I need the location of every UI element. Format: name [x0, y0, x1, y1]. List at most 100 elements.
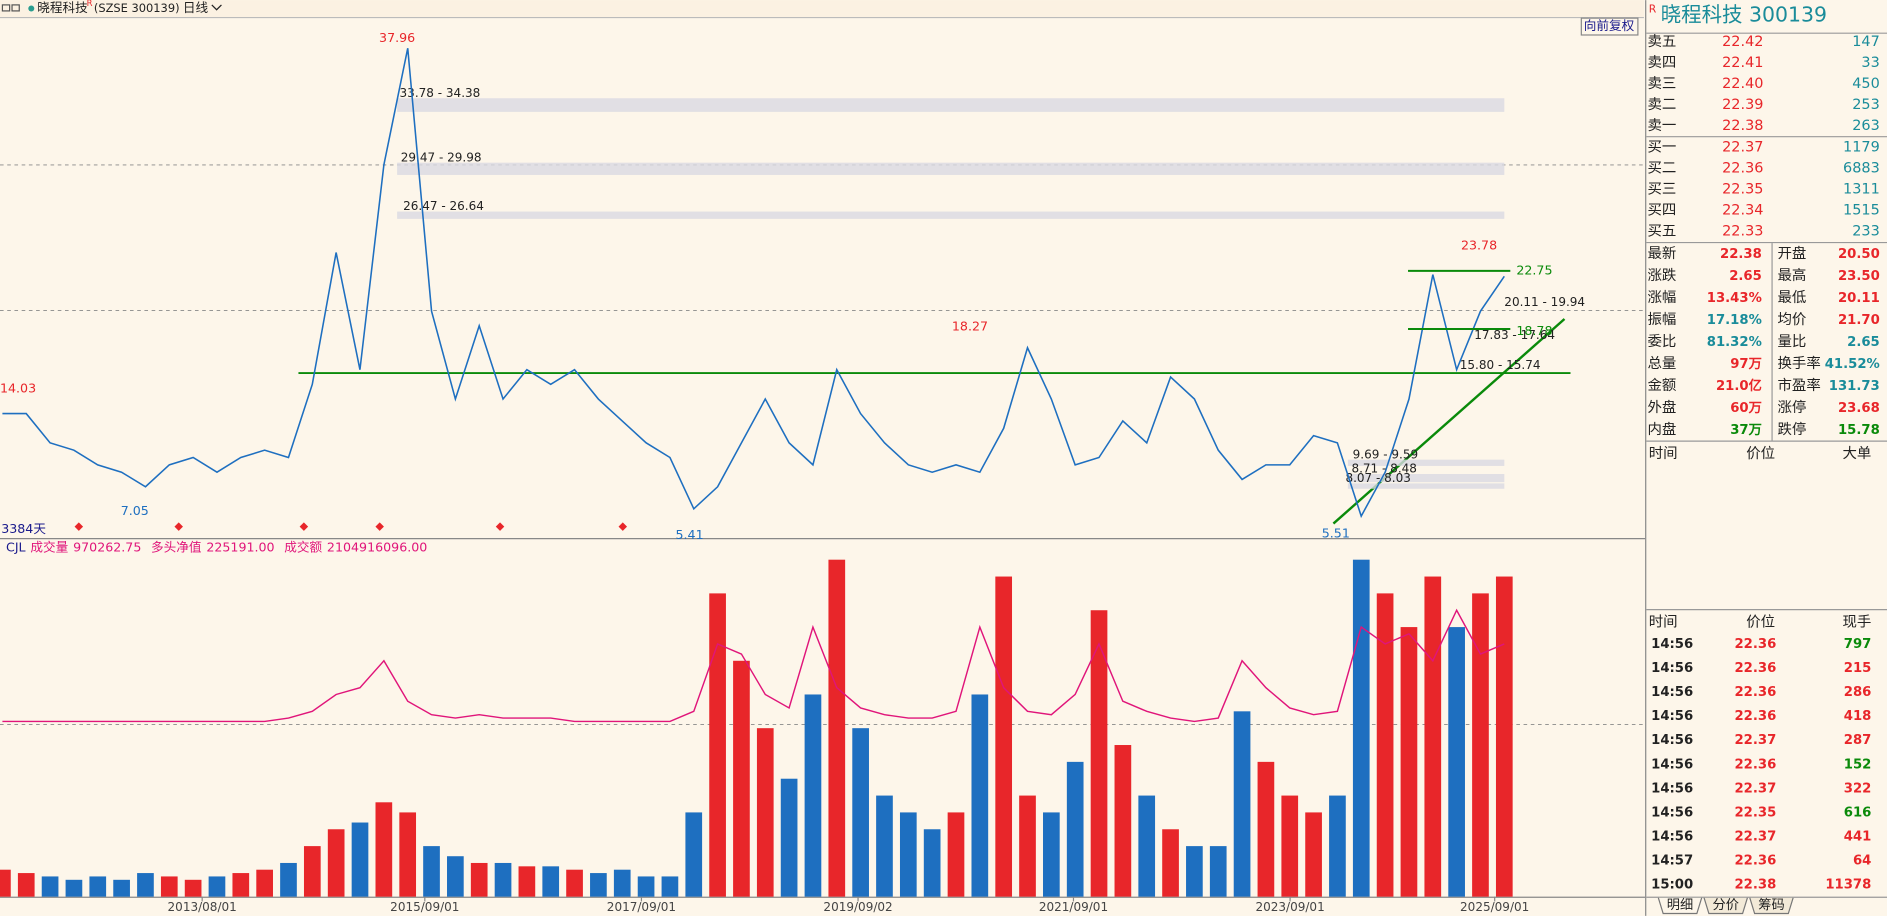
range-band — [397, 211, 1505, 219]
status-dot — [28, 5, 35, 12]
stat-label: 外盘 — [1648, 398, 1677, 416]
trade-volume: 152 — [1844, 757, 1872, 772]
trade-time: 14:57 — [1651, 854, 1693, 869]
order-label: 买一 — [1648, 139, 1677, 156]
order-volume: 1515 — [1843, 202, 1880, 218]
trade-volume: 11378 — [1825, 878, 1871, 893]
volume-bar — [1186, 846, 1203, 897]
icon[interactable] — [11, 4, 20, 12]
range-label: 29.47 - 29.98 — [401, 150, 482, 164]
tab[interactable] — [1749, 897, 1794, 915]
range-label: 20.11 - 19.94 — [1504, 295, 1585, 309]
order-volume: 263 — [1852, 118, 1880, 134]
x-tick-label: 2021/09/01 — [1039, 900, 1108, 914]
range-band — [1347, 483, 1505, 489]
volume-bar — [1472, 593, 1489, 897]
volume-bar — [1352, 559, 1370, 897]
toolbar — [0, 0, 1644, 17]
order-volume: 233 — [1852, 223, 1880, 239]
order-volume: 1179 — [1843, 140, 1880, 156]
trade-time: 14:56 — [1651, 661, 1693, 676]
volume-bar — [1066, 761, 1084, 897]
stat-value: 13.43% — [1707, 291, 1762, 306]
tab[interactable] — [1703, 897, 1748, 915]
stat-value: 97万 — [1730, 356, 1762, 372]
trade-time: 14:56 — [1651, 781, 1693, 796]
volume-bar — [1233, 711, 1251, 897]
stat-value: 15.78 — [1838, 423, 1880, 438]
price-annotation: 5.51 — [1322, 526, 1350, 541]
trade-time: 14:56 — [1651, 637, 1693, 652]
volume-bar — [375, 802, 393, 897]
stat-label: 委比 — [1648, 333, 1677, 350]
trade-price: 22.38 — [1734, 878, 1776, 893]
stat-label: 量比 — [1777, 333, 1806, 350]
tab[interactable] — [1657, 897, 1703, 915]
volume-bar — [137, 873, 154, 897]
order-label: 买五 — [1648, 222, 1677, 239]
stat-label: 涨停 — [1777, 399, 1806, 416]
order-price: 22.38 — [1722, 118, 1763, 134]
adjust[interactable]: 向前复权 — [1584, 18, 1635, 33]
stat-value: 21.0亿 — [1716, 377, 1762, 394]
trade-time: 15:00 — [1651, 878, 1693, 893]
column-header: 价位 — [1746, 613, 1775, 630]
volume-bar — [89, 876, 107, 897]
stat-value: 23.68 — [1838, 401, 1880, 416]
adjust-box[interactable] — [1580, 17, 1639, 36]
tab-label[interactable]: 筹码 — [1758, 896, 1784, 913]
stat-value: 17.18% — [1707, 313, 1762, 328]
quote-mark: R — [1649, 3, 1657, 16]
trade-price: 22.36 — [1734, 685, 1776, 700]
range-band — [397, 162, 1505, 175]
stat-value: 21.70 — [1838, 313, 1880, 328]
x-tick-label: 2019/09/02 — [823, 900, 892, 914]
range-band — [1347, 459, 1505, 466]
order-price: 22.33 — [1722, 223, 1763, 239]
quote-title: 晓程科技 300139 — [1661, 3, 1827, 27]
tab-label[interactable]: 明细 — [1667, 897, 1693, 913]
volume-bar — [1376, 593, 1394, 897]
volume-bar — [232, 873, 250, 897]
stat-value: 37万 — [1730, 422, 1762, 438]
icon[interactable] — [1, 4, 11, 12]
price-line — [2, 48, 1505, 519]
volume-bar — [518, 866, 536, 897]
trade-volume: 797 — [1844, 637, 1872, 652]
indicator-name[interactable]: CJL — [6, 539, 26, 554]
order-volume: 1311 — [1843, 181, 1880, 197]
trade-time: 14:56 — [1651, 733, 1693, 748]
stat-label: 均价 — [1777, 311, 1806, 328]
stat-label: 内盘 — [1648, 420, 1677, 438]
stat-value: 2.65 — [1729, 269, 1762, 284]
trade-volume: 286 — [1844, 685, 1872, 700]
volume-bar — [399, 812, 417, 897]
legend-value: 970262.75 — [73, 539, 141, 554]
stat-value: 131.73 — [1829, 379, 1880, 394]
trade-price: 22.37 — [1734, 733, 1776, 748]
dropdown[interactable] — [211, 4, 222, 11]
volume-bar — [899, 812, 917, 897]
stat-value: 20.50 — [1838, 247, 1880, 262]
trade-time: 14:56 — [1651, 829, 1693, 844]
x-tick-label: 2025/09/01 — [1460, 900, 1529, 914]
volume-bar — [613, 869, 631, 897]
volume-bar — [971, 694, 989, 897]
trade-volume: 441 — [1844, 829, 1872, 844]
order-label: 卖二 — [1648, 96, 1677, 113]
legend-name: 成交额 — [284, 539, 322, 554]
period[interactable]: 日线 — [183, 0, 209, 15]
order-volume: 6883 — [1843, 160, 1880, 176]
tab-label[interactable]: 分价 — [1713, 897, 1739, 913]
stat-label: 金额 — [1648, 377, 1677, 394]
level-label: 22.75 — [1516, 262, 1552, 277]
volume-bar — [1495, 576, 1513, 897]
stat-value: 41.52% — [1825, 357, 1880, 372]
range-band — [1347, 473, 1505, 483]
volume-bar — [17, 873, 35, 897]
stat-label: 涨幅 — [1648, 289, 1677, 306]
volume-bar — [828, 559, 846, 897]
column-header: 大单 — [1842, 445, 1871, 462]
